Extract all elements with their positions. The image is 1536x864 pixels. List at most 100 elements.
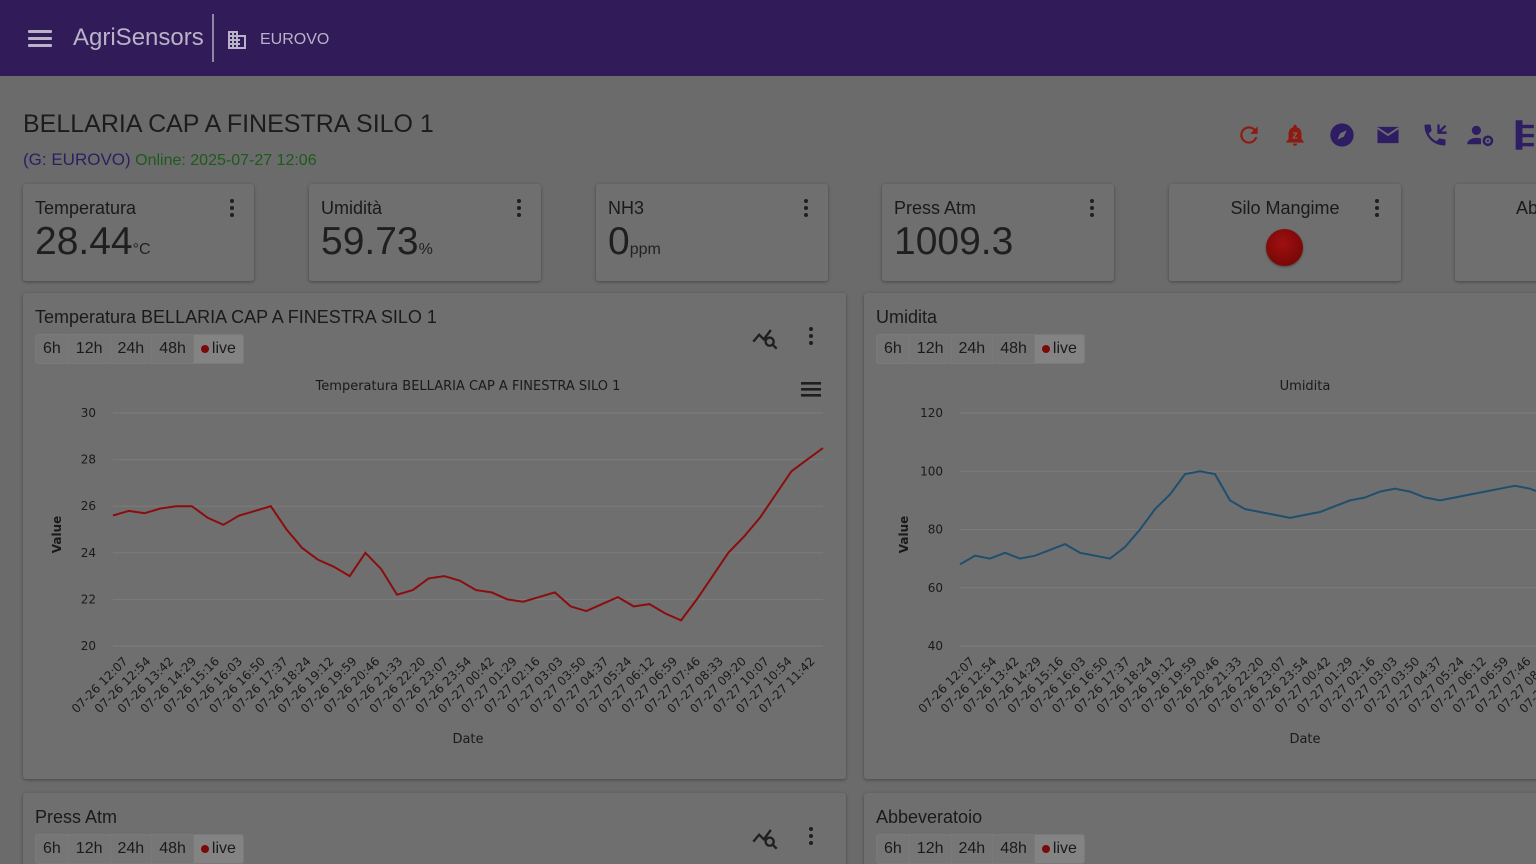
range-48h-button[interactable]: 48h (152, 335, 194, 363)
range-live-button[interactable]: live (1034, 335, 1084, 363)
svg-text:Z: Z (1292, 130, 1298, 140)
range-live-button[interactable]: live (193, 835, 243, 863)
x-axis-label: Date (1289, 732, 1320, 747)
refresh-button[interactable] (1232, 118, 1266, 152)
range-48h-button[interactable]: 48h (993, 335, 1035, 363)
range-48h-button[interactable]: 48h (152, 835, 194, 863)
mail-icon (1376, 126, 1400, 144)
range-12h-button[interactable]: 12h (909, 835, 952, 863)
kpi-label: NH3 (608, 198, 645, 218)
temperature-line-chart: Temperatura BELLARIA CAP A FINESTRA SILO… (50, 379, 824, 747)
chart-panel-abbeveratoio: Abbeveratoio 6h 12h 24h 48h live (864, 793, 1536, 864)
menu-bar (801, 382, 821, 385)
user-settings-button[interactable] (1464, 118, 1498, 152)
range-48h-button[interactable]: 48h (993, 835, 1035, 863)
kpi-label: Ab (1516, 198, 1536, 218)
organization-name[interactable]: EUROVO (260, 31, 330, 48)
panel-title: Press Atm (35, 807, 118, 827)
range-6h-button[interactable]: 6h (36, 835, 69, 863)
divider (212, 14, 214, 62)
live-dot-icon (1041, 345, 1050, 353)
time-range-selector: 6h 12h 24h 48h live (35, 334, 244, 364)
email-button[interactable] (1371, 118, 1405, 152)
more-options-icon[interactable] (1367, 196, 1387, 220)
group-label: (G: EUROVO) (23, 150, 131, 169)
range-24h-button[interactable]: 24h (110, 335, 153, 363)
more-options-icon[interactable] (801, 824, 821, 848)
chart-menu-icon[interactable] (801, 382, 821, 397)
app-brand[interactable]: AgriSensors (73, 24, 204, 51)
y-tick-label: 80 (928, 523, 943, 537)
range-12h-button[interactable]: 12h (68, 335, 111, 363)
y-tick-label: 20 (81, 639, 96, 653)
range-12h-button[interactable]: 12h (68, 835, 111, 863)
chart-title: Umidita (1280, 379, 1331, 394)
chart-analysis-icon[interactable] (751, 823, 779, 851)
kpi-label: Temperatura (35, 198, 137, 218)
range-live-button[interactable]: live (1034, 835, 1084, 863)
chart-analysis-icon[interactable] (751, 323, 779, 351)
time-range-selector: 6h 12h 24h 48h live (876, 334, 1085, 364)
chart-title: Temperatura BELLARIA CAP A FINESTRA SILO… (315, 379, 621, 394)
live-dot-icon (200, 345, 209, 353)
panel-title: Temperatura BELLARIA CAP A FINESTRA SILO… (35, 307, 437, 327)
call-button[interactable] (1418, 118, 1452, 152)
y-tick-label: 60 (928, 581, 943, 595)
kpi-value: 1009.3 (894, 220, 1014, 263)
y-tick-label: 26 (81, 499, 96, 513)
kpi-label: Press Atm (894, 198, 977, 218)
more-options-icon[interactable] (796, 196, 816, 220)
status-indicator (1266, 229, 1303, 266)
phone-forward-icon (1424, 124, 1447, 146)
compass-icon (1330, 123, 1354, 147)
y-tick-label: 120 (920, 406, 943, 420)
range-live-button[interactable]: live (193, 335, 243, 363)
hierarchy-button[interactable] (1510, 118, 1536, 152)
more-options-icon[interactable] (1082, 196, 1102, 220)
kpi-label: Silo Mangime (1230, 198, 1340, 218)
live-dot-icon (1041, 845, 1050, 853)
panel-title: Umidita (876, 307, 938, 327)
series-line (959, 470, 1536, 566)
more-options-icon[interactable] (222, 196, 242, 220)
range-6h-button[interactable]: 6h (877, 335, 910, 363)
range-6h-button[interactable]: 6h (877, 835, 910, 863)
x-axis-label: Date (452, 732, 483, 747)
y-tick-label: 30 (81, 406, 96, 420)
kpi-unit: °C (132, 241, 151, 258)
app-bar: AgriSensors EUROVO (0, 0, 1536, 76)
kpi-value: 59.73% (321, 220, 433, 263)
range-6h-button[interactable]: 6h (36, 335, 69, 363)
y-tick-label: 100 (920, 464, 943, 478)
chart-panel-temperatura: Temperatura BELLARIA CAP A FINESTRA SILO… (23, 293, 846, 779)
alarm-bell-icon: Z (1286, 124, 1304, 146)
kpi-unit: % (418, 241, 433, 258)
kpi-unit: ppm (629, 241, 661, 258)
y-axis-label: Value (897, 516, 911, 554)
hierarchy-icon (1515, 120, 1534, 150)
online-status: Online: 2025-07-27 12:06 (135, 152, 317, 169)
range-12h-button[interactable]: 12h (909, 335, 952, 363)
kpi-card-abbeveratoio: Ab (1455, 184, 1536, 281)
range-24h-button[interactable]: 24h (110, 835, 153, 863)
page-title: BELLARIA CAP A FINESTRA SILO 1 (23, 110, 434, 138)
y-tick-label: 40 (928, 639, 943, 653)
range-24h-button[interactable]: 24h (951, 335, 994, 363)
menu-icon[interactable] (28, 30, 52, 48)
kpi-label: Umidità (321, 198, 383, 218)
chart-panel-umidita: Umidita 6h 12h 24h 48h live Umidita 40 60 8… (864, 293, 1536, 779)
kpi-card-silo-mangime: Silo Mangime (1169, 184, 1401, 281)
kpi-value: 0ppm (608, 220, 661, 263)
range-24h-button[interactable]: 24h (951, 835, 994, 863)
kpi-value: 28.44°C (35, 220, 151, 263)
refresh-icon (1240, 126, 1258, 144)
navigate-button[interactable] (1325, 118, 1359, 152)
live-dot-icon (200, 845, 209, 853)
kpi-card-umidita: Umidità 59.73% (309, 184, 541, 281)
kpi-card-press-atm: Press Atm 1009.3 (882, 184, 1114, 281)
series-line (112, 447, 824, 622)
more-options-icon[interactable] (801, 324, 821, 348)
more-options-icon[interactable] (509, 196, 529, 220)
alarm-button[interactable]: Z (1278, 118, 1312, 152)
